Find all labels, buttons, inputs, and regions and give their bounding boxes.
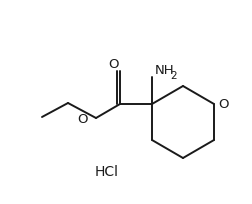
Text: 2: 2 — [170, 71, 177, 81]
Text: HCl: HCl — [95, 164, 119, 178]
Text: O: O — [108, 58, 118, 71]
Text: NH: NH — [155, 64, 175, 77]
Text: O: O — [218, 98, 229, 111]
Text: O: O — [78, 113, 88, 126]
